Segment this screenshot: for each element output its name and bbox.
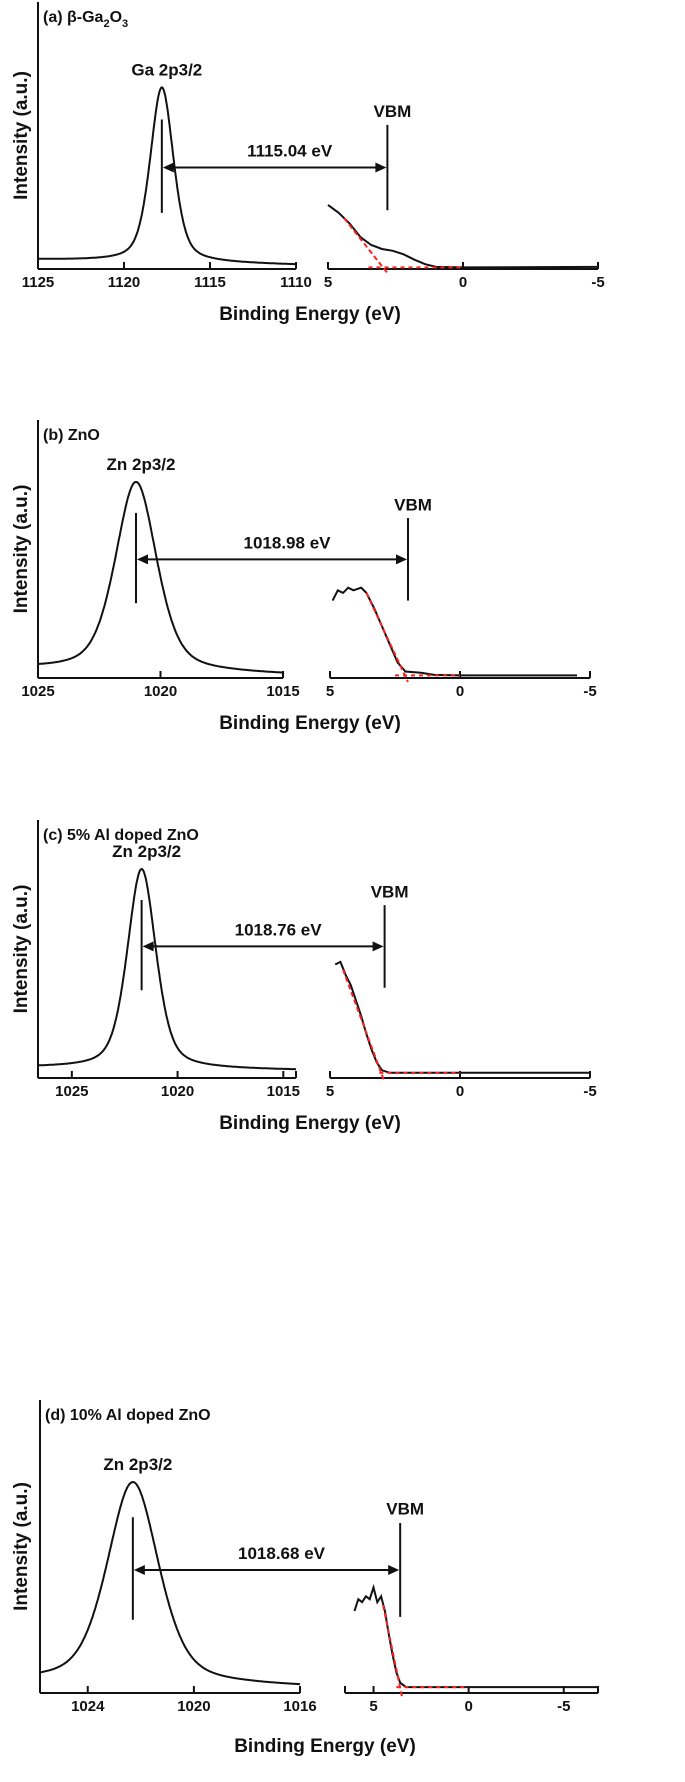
x-axis-label: Binding Energy (eV) — [219, 713, 401, 734]
y-axis-label: Intensity (a.u.) — [11, 885, 32, 1014]
x-tick-label: 5 — [369, 1698, 377, 1715]
x-axis-label: Binding Energy (eV) — [219, 1113, 401, 1134]
vbm-label: VBM — [394, 495, 432, 514]
arrow-head-right — [375, 162, 387, 173]
x-tick-label: 0 — [464, 1698, 472, 1715]
panel-label: (c) 5% Al doped ZnO — [43, 827, 199, 844]
arrow-head-right — [396, 554, 407, 565]
x-tick-label: 0 — [459, 274, 467, 291]
valence-band-curve — [334, 960, 590, 1074]
core-level-curve — [38, 86, 297, 266]
x-tick-label: 1110 — [280, 274, 312, 291]
panel-b: 1025 1020 1015 5 0 -5 Binding Energy (eV) Inten… — [11, 420, 597, 734]
energy-difference-label: 1115.04 eV — [247, 142, 333, 161]
x-tick-label: 1025 — [21, 683, 54, 700]
x-tick-label: 1125 — [22, 274, 55, 291]
x-tick-label: 1025 — [55, 1083, 88, 1100]
arrow-head-left — [162, 162, 174, 173]
x-tick-label: 1020 — [161, 1083, 194, 1100]
linear-fit-line — [343, 217, 389, 274]
panel-label-part: (b) ZnO — [43, 427, 100, 444]
x-tick-label: 1016 — [283, 1698, 316, 1715]
arrow-head-left — [142, 941, 154, 952]
x-tick-label: 1015 — [267, 1083, 300, 1100]
arrow-head-right — [372, 941, 384, 952]
core-level-label: Zn 2p3/2 — [107, 455, 176, 474]
x-tick-label: 5 — [326, 1083, 334, 1100]
y-axis-label: Intensity (a.u.) — [11, 71, 32, 200]
core-level-curve — [38, 480, 284, 674]
vbm-label: VBM — [386, 1499, 424, 1518]
x-tick-label: 1015 — [266, 683, 299, 700]
panel-label: (d) 10% Al doped ZnO — [45, 1407, 211, 1424]
panel-label-part: 3 — [122, 18, 128, 30]
x-tick-label: 1020 — [177, 1698, 210, 1715]
valence-band-curve — [327, 204, 599, 269]
x-tick-label: -5 — [591, 274, 604, 291]
vbm-label: VBM — [371, 882, 409, 901]
vbm-label: VBM — [374, 102, 412, 121]
x-tick-label: -5 — [583, 1083, 596, 1100]
energy-difference-label: 1018.68 eV — [238, 1544, 326, 1563]
x-tick-label: -5 — [557, 1698, 570, 1715]
linear-fit-line — [342, 969, 386, 1083]
x-tick-label: 5 — [326, 683, 334, 700]
y-axis-label: Intensity (a.u.) — [11, 1482, 32, 1611]
panel-label-part: (c) 5% Al doped ZnO — [43, 827, 199, 844]
panel-d: 1024 1020 1016 5 0 -5 Binding Energy (eV) Inten… — [11, 1400, 599, 1757]
x-tick-label: 0 — [456, 683, 464, 700]
x-tick-label: -5 — [583, 683, 596, 700]
panel-label-part: (a) β-Ga — [43, 9, 104, 26]
panel-label: (b) ZnO — [43, 427, 100, 444]
arrow-head-left — [137, 554, 148, 565]
panel-label-part: (d) 10% Al doped ZnO — [45, 1407, 211, 1424]
panel-label-part: O — [110, 9, 122, 26]
panel-label-part: 2 — [103, 18, 109, 30]
energy-difference-label: 1018.76 eV — [235, 920, 323, 939]
core-level-label: Zn 2p3/2 — [112, 842, 181, 861]
x-tick-label: 1115 — [194, 274, 226, 291]
x-tick-label: 5 — [324, 274, 332, 291]
energy-difference-label: 1018.98 eV — [244, 533, 332, 552]
core-level-label: Zn 2p3/2 — [103, 1455, 172, 1474]
arrow-head-left — [133, 1564, 145, 1575]
core-level-curve — [37, 868, 296, 1071]
core-level-label: Ga 2p3/2 — [131, 60, 202, 79]
core-level-curve — [39, 1480, 301, 1686]
linear-fit-line — [365, 592, 409, 683]
x-axis-label: Binding Energy (eV) — [219, 304, 401, 325]
x-tick-label: 1020 — [144, 683, 177, 700]
panel-label: (a) β-Ga2O3 — [43, 9, 128, 30]
arrow-head-right — [388, 1564, 400, 1575]
panel-a: 1125 1120 1115 1110 5 0 -5 Binding Energy (eV) I… — [11, 2, 605, 325]
x-tick-label: 1024 — [71, 1698, 105, 1715]
x-tick-label: 0 — [456, 1083, 464, 1100]
valence-band-curve — [353, 1583, 598, 1689]
x-axis-label: Binding Energy (eV) — [234, 1736, 416, 1757]
y-axis-label: Intensity (a.u.) — [11, 485, 32, 614]
panel-c: 1025 1020 1015 5 0 -5 Binding Energy (eV) Inten… — [11, 820, 597, 1134]
x-tick-label: 1120 — [108, 274, 141, 291]
